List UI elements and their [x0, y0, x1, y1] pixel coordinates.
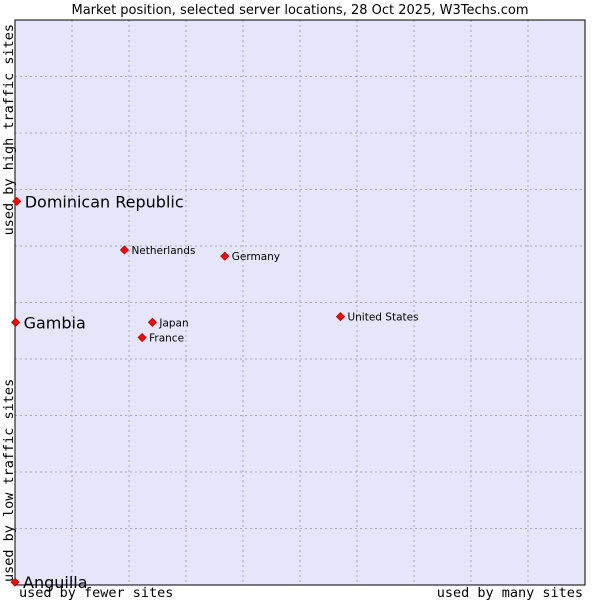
point-anguilla: Anguilla [10, 573, 88, 592]
y-axis-label-high: used by high traffic sites [1, 24, 17, 235]
chart-title: Market position, selected server locatio… [71, 3, 528, 18]
point-marker [119, 245, 130, 255]
point-netherlands: Netherlands [119, 245, 195, 257]
point-label: United States [347, 312, 418, 324]
point-gambia: Gambia [11, 313, 86, 332]
point-label: Netherlands [131, 245, 195, 257]
point-marker [147, 317, 157, 327]
point-label: Gambia [24, 313, 86, 332]
point-marker [11, 317, 21, 327]
point-marker [335, 312, 346, 322]
point-united-states: United States [335, 312, 419, 324]
point-label: Anguilla [23, 573, 88, 592]
point-label: Germany [232, 251, 280, 263]
point-dominican-republic: Dominican Republic [12, 192, 184, 211]
data-points: Dominican Republic Netherlands Germany Unit… [10, 192, 419, 592]
y-axis-label-low: used by low traffic sites [1, 379, 17, 582]
point-marker [12, 196, 22, 206]
point-marker [137, 332, 147, 343]
point-marker [220, 251, 230, 261]
x-axis-label-high: used by many sites [437, 585, 583, 600]
point-japan: Japan [147, 317, 189, 329]
plot-border [14, 19, 586, 586]
point-germany: Germany [220, 251, 280, 263]
point-marker [10, 577, 20, 587]
point-label: Japan [158, 317, 188, 329]
point-label: France [149, 333, 184, 345]
point-label: Dominican Republic [25, 192, 184, 211]
x-axis-label-low: used by fewer sites [19, 585, 173, 600]
point-france: France [137, 332, 184, 345]
gridlines [15, 20, 585, 585]
